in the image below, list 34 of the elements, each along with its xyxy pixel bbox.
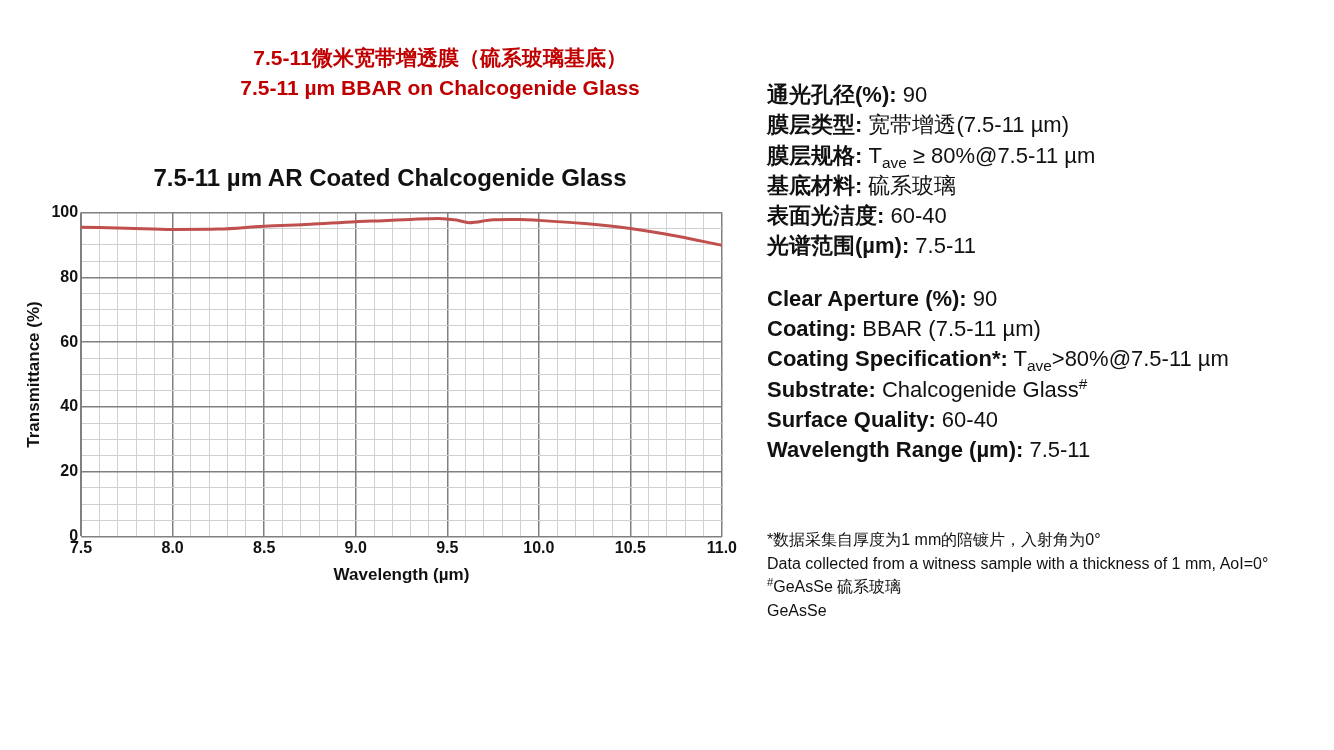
text: 通光孔径(%): 90 (767, 81, 929, 109)
text: Data collected from a witness sample with a thickness of 1 mm, AoI=0° (767, 553, 1270, 574)
text: 膜层规格: T$_{ave}$ ≥ 80%@7.5-11 µm (767, 141, 1097, 171)
text: 表面光洁度: 60-40 (767, 202, 948, 231)
x-tick-label: 9.5 (436, 539, 459, 557)
text: 膜层类型: 宽带增透(7.5-11 µm) (767, 111, 1070, 140)
text: Coating: BBAR (7.5-11 µm) (767, 315, 1042, 344)
y-tick-label: 40 (60, 397, 79, 415)
y-axis-title: Transmittance (%) (23, 301, 43, 448)
text: Surface Quality: 60-40 (767, 405, 1000, 434)
x-axis-title: Wavelength (µm) (333, 565, 470, 585)
text: Wavelength Range (µm): 7.5-11 (767, 436, 1092, 465)
chart-subtitle: 7.5-11 µm BBAR on Chalcogenide Glass (239, 76, 641, 100)
text: Coating Specification*: T$_{ave}$>80%@7.5-11 µm (767, 345, 1229, 375)
y-tick-label: 100 (51, 203, 79, 221)
text: Clear Aperture (%): 90 (767, 284, 999, 313)
x-tick-label: 8.0 (161, 539, 184, 557)
x-tick-label: 10.5 (614, 539, 646, 557)
text: 基底材料: 硫系玻璃 (767, 171, 958, 200)
text: 7.5-11 µm AR Coated Chalcogenide Glass (152, 164, 628, 192)
y-tick-label: 80 (60, 267, 79, 285)
text: $^{#}$GeAsSe 硫系玻璃 (767, 575, 903, 597)
chart-title: 7.5-11微米宽带增透膜（硫系玻璃基底） (252, 45, 628, 71)
x-tick-label: 11.0 (706, 539, 738, 557)
text: Substrate: Chalcogenide Glass$^{#}$ (767, 374, 1089, 404)
x-tick-label: 10.0 (523, 539, 555, 557)
x-tick-label: 9.0 (344, 539, 367, 557)
y-tick-label: 60 (60, 332, 79, 350)
text: GeAsSe (767, 600, 828, 621)
text: *数据采集自厚度为1 mm的陪镀片，入射角为0° (767, 530, 1102, 550)
y-tick-label: 20 (60, 462, 79, 480)
line-series (81, 216, 722, 247)
x-tick-label: 8.5 (253, 539, 276, 557)
text: 光谱范围(µm): 7.5-11 (767, 232, 978, 261)
